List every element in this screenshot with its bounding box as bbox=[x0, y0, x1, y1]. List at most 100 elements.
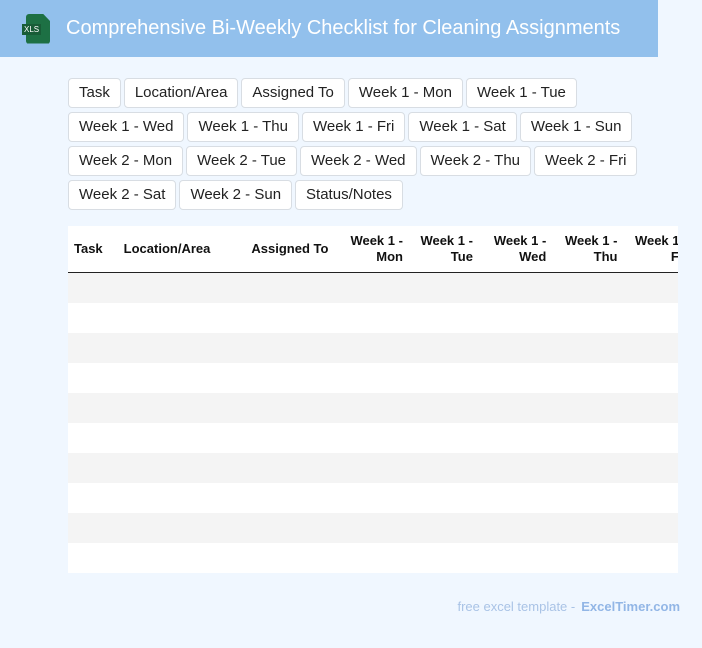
table-cell[interactable] bbox=[623, 272, 678, 303]
column-chip[interactable]: Week 2 - Fri bbox=[534, 146, 638, 176]
table-cell[interactable] bbox=[552, 483, 623, 513]
table-cell[interactable] bbox=[118, 543, 242, 573]
column-chip[interactable]: Week 1 - Tue bbox=[465, 78, 577, 108]
table-cell[interactable] bbox=[68, 543, 118, 573]
table-cell[interactable] bbox=[478, 513, 553, 543]
table-cell[interactable] bbox=[478, 333, 553, 363]
table-cell[interactable] bbox=[409, 363, 479, 393]
column-header[interactable]: Week 1 - Tue bbox=[408, 226, 479, 273]
column-chip[interactable]: Week 2 - Wed bbox=[300, 146, 417, 176]
table-cell[interactable] bbox=[623, 303, 678, 333]
table-cell[interactable] bbox=[478, 453, 553, 483]
column-header[interactable]: Assigned To bbox=[241, 226, 335, 273]
table-cell[interactable] bbox=[68, 513, 118, 543]
table-cell[interactable] bbox=[334, 303, 409, 333]
table-cell[interactable] bbox=[479, 303, 552, 333]
table-cell[interactable] bbox=[552, 272, 624, 303]
table-cell[interactable] bbox=[242, 483, 335, 513]
column-header[interactable]: Week 1 - Thu bbox=[552, 226, 624, 273]
table-cell[interactable] bbox=[479, 423, 552, 453]
table-cell[interactable] bbox=[241, 453, 335, 483]
table-cell[interactable] bbox=[479, 483, 552, 513]
table-cell[interactable] bbox=[334, 363, 409, 393]
table-cell[interactable] bbox=[118, 363, 242, 393]
table-cell[interactable] bbox=[623, 513, 678, 543]
table-cell[interactable] bbox=[478, 272, 553, 303]
table-cell[interactable] bbox=[68, 393, 118, 423]
table-cell[interactable] bbox=[623, 333, 678, 363]
table-cell[interactable] bbox=[241, 393, 335, 423]
table-cell[interactable] bbox=[409, 423, 479, 453]
table-cell[interactable] bbox=[334, 453, 409, 483]
column-chip[interactable]: Week 2 - Thu bbox=[419, 146, 532, 176]
table-cell[interactable] bbox=[623, 543, 678, 573]
table-cell[interactable] bbox=[409, 303, 479, 333]
table-cell[interactable] bbox=[117, 513, 242, 543]
column-chip[interactable]: Week 2 - Sun bbox=[179, 180, 293, 210]
table-cell[interactable] bbox=[623, 483, 678, 513]
table-cell[interactable] bbox=[242, 543, 335, 573]
column-chip[interactable]: Week 1 - Thu bbox=[187, 112, 299, 142]
table-cell[interactable] bbox=[552, 453, 624, 483]
table-cell[interactable] bbox=[117, 453, 242, 483]
table-cell[interactable] bbox=[623, 453, 678, 483]
table-cell[interactable] bbox=[241, 272, 335, 303]
column-chip[interactable]: Week 2 - Sat bbox=[68, 180, 177, 210]
table-cell[interactable] bbox=[68, 363, 118, 393]
table-cell[interactable] bbox=[478, 393, 553, 423]
table-cell[interactable] bbox=[118, 423, 242, 453]
column-header[interactable]: Week 1 - Wed bbox=[478, 226, 553, 273]
column-header[interactable]: Week 1 - Fri bbox=[623, 226, 678, 273]
table-cell[interactable] bbox=[68, 333, 118, 363]
column-chip[interactable]: Week 1 - Fri bbox=[301, 112, 406, 142]
column-chip[interactable]: Week 1 - Sun bbox=[519, 112, 633, 142]
table-cell[interactable] bbox=[623, 363, 678, 393]
table-cell[interactable] bbox=[479, 543, 552, 573]
table-cell[interactable] bbox=[68, 453, 118, 483]
column-chip[interactable]: Week 1 - Sat bbox=[408, 112, 517, 142]
table-cell[interactable] bbox=[118, 303, 242, 333]
table-cell[interactable] bbox=[409, 483, 479, 513]
table-cell[interactable] bbox=[552, 543, 623, 573]
table-cell[interactable] bbox=[241, 333, 335, 363]
table-cell[interactable] bbox=[334, 483, 409, 513]
table-cell[interactable] bbox=[408, 333, 479, 363]
table-cell[interactable] bbox=[552, 303, 623, 333]
table-cell[interactable] bbox=[408, 513, 479, 543]
table-cell[interactable] bbox=[408, 393, 479, 423]
column-header[interactable]: Location/Area bbox=[117, 226, 242, 273]
column-chip[interactable]: Week 2 - Tue bbox=[186, 146, 298, 176]
table-cell[interactable] bbox=[409, 543, 479, 573]
table-cell[interactable] bbox=[408, 272, 479, 303]
column-header[interactable]: Week 1 - Mon bbox=[334, 226, 409, 273]
table-cell[interactable] bbox=[334, 272, 409, 303]
table-cell[interactable] bbox=[408, 453, 479, 483]
column-chip[interactable]: Task bbox=[68, 78, 121, 108]
table-cell[interactable] bbox=[68, 423, 118, 453]
table-cell[interactable] bbox=[242, 363, 335, 393]
table-cell[interactable] bbox=[552, 423, 623, 453]
table-cell[interactable] bbox=[68, 272, 118, 303]
table-cell[interactable] bbox=[68, 483, 118, 513]
column-chip[interactable]: Location/Area bbox=[123, 78, 239, 108]
table-cell[interactable] bbox=[552, 393, 624, 423]
column-chip[interactable]: Week 1 - Wed bbox=[68, 112, 185, 142]
column-chip[interactable]: Week 1 - Mon bbox=[347, 78, 463, 108]
table-cell[interactable] bbox=[334, 423, 409, 453]
table-cell[interactable] bbox=[623, 393, 678, 423]
table-cell[interactable] bbox=[552, 513, 624, 543]
table-cell[interactable] bbox=[479, 363, 552, 393]
table-cell[interactable] bbox=[552, 363, 623, 393]
table-cell[interactable] bbox=[334, 393, 409, 423]
table-cell[interactable] bbox=[334, 543, 409, 573]
table-cell[interactable] bbox=[242, 303, 335, 333]
table-cell[interactable] bbox=[117, 333, 242, 363]
table-cell[interactable] bbox=[552, 333, 624, 363]
column-chip[interactable]: Week 2 - Mon bbox=[68, 146, 184, 176]
table-cell[interactable] bbox=[242, 423, 335, 453]
table-cell[interactable] bbox=[68, 303, 118, 333]
table-cell[interactable] bbox=[117, 272, 242, 303]
column-chip[interactable]: Assigned To bbox=[241, 78, 345, 108]
table-cell[interactable] bbox=[334, 513, 409, 543]
table-cell[interactable] bbox=[117, 393, 242, 423]
